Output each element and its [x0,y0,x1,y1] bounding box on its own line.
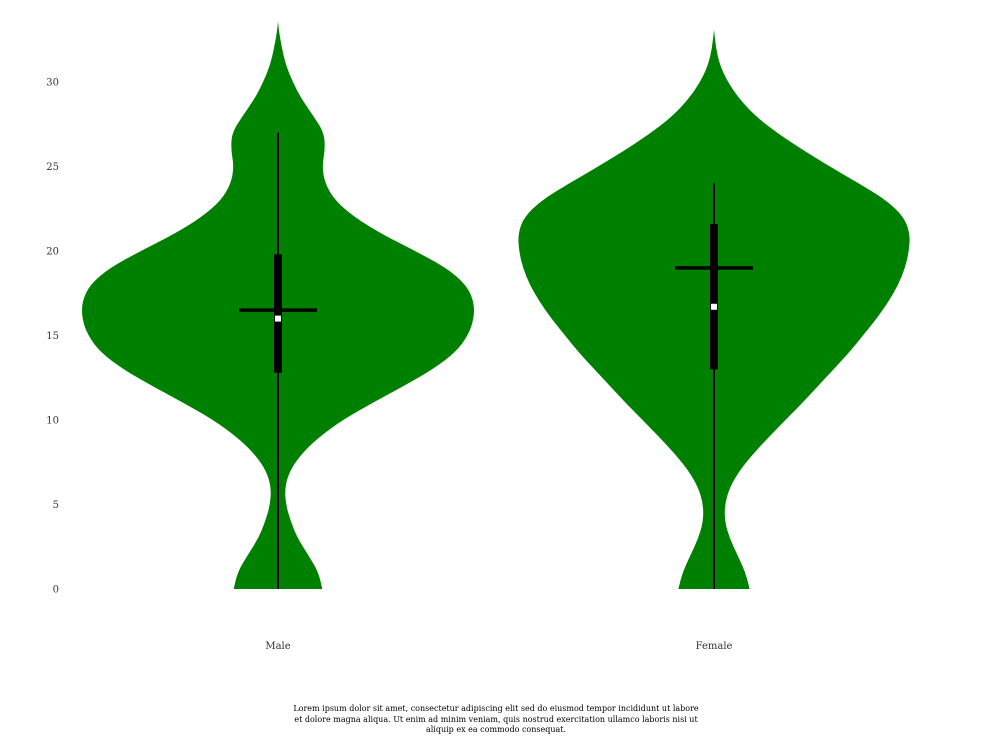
y-tick-label: 5 [53,500,59,511]
x-category-label: Female [696,641,733,652]
y-axis: 0 5 10 15 20 25 30 [46,78,59,596]
y-tick-label: 0 [53,585,59,596]
violins [82,21,910,590]
violin-median-marker [275,315,281,322]
x-axis: Male Female [265,641,732,652]
violin-iqr-box [274,254,282,373]
y-tick-label: 10 [46,416,59,427]
x-category-label: Male [265,641,290,652]
violin-chart: 0 5 10 15 20 25 30 Male Female [46,21,910,652]
y-tick-label: 15 [46,331,59,342]
y-tick-label: 20 [46,247,59,258]
violin-iqr-box [710,223,718,370]
violin-median-marker [711,303,717,310]
chart-caption: Lorem ipsum dolor sit amet, consectetur … [293,704,699,734]
y-tick-label: 25 [46,162,59,173]
y-tick-label: 30 [46,78,59,89]
